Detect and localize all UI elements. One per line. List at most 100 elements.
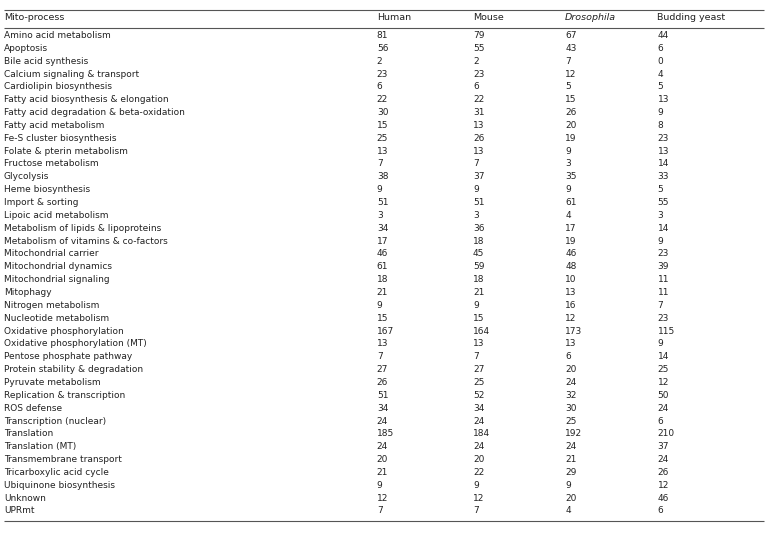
Text: 14: 14 bbox=[657, 352, 669, 361]
Text: 30: 30 bbox=[377, 108, 388, 117]
Text: 3: 3 bbox=[565, 159, 571, 169]
Text: 24: 24 bbox=[377, 417, 388, 425]
Text: 13: 13 bbox=[377, 339, 388, 348]
Text: 34: 34 bbox=[377, 224, 388, 233]
Text: 12: 12 bbox=[657, 378, 669, 387]
Text: Ubiquinone biosynthesis: Ubiquinone biosynthesis bbox=[4, 481, 115, 490]
Text: 6: 6 bbox=[473, 83, 478, 91]
Text: 3: 3 bbox=[377, 211, 382, 220]
Text: 25: 25 bbox=[657, 365, 669, 374]
Text: 13: 13 bbox=[473, 339, 484, 348]
Text: 7: 7 bbox=[377, 352, 382, 361]
Text: 30: 30 bbox=[565, 404, 577, 413]
Text: 9: 9 bbox=[565, 481, 571, 490]
Text: 2: 2 bbox=[377, 57, 382, 66]
Text: 7: 7 bbox=[657, 301, 663, 310]
Text: 36: 36 bbox=[473, 224, 484, 233]
Text: 38: 38 bbox=[377, 172, 388, 181]
Text: 15: 15 bbox=[377, 314, 388, 323]
Text: Glycolysis: Glycolysis bbox=[4, 172, 49, 181]
Text: 3: 3 bbox=[657, 211, 663, 220]
Text: 9: 9 bbox=[473, 481, 478, 490]
Text: 32: 32 bbox=[565, 391, 577, 400]
Text: Human: Human bbox=[377, 13, 411, 22]
Text: 167: 167 bbox=[377, 327, 394, 336]
Text: 34: 34 bbox=[473, 404, 484, 413]
Text: 3: 3 bbox=[473, 211, 478, 220]
Text: 20: 20 bbox=[565, 121, 577, 130]
Text: 6: 6 bbox=[657, 44, 663, 53]
Text: 4: 4 bbox=[657, 69, 663, 79]
Text: 44: 44 bbox=[657, 31, 669, 40]
Text: Drosophila: Drosophila bbox=[565, 13, 616, 22]
Text: Fructose metabolism: Fructose metabolism bbox=[4, 159, 98, 169]
Text: 210: 210 bbox=[657, 429, 674, 439]
Text: 15: 15 bbox=[377, 121, 388, 130]
Text: 29: 29 bbox=[565, 468, 577, 477]
Text: Mitochondrial dynamics: Mitochondrial dynamics bbox=[4, 262, 112, 271]
Text: 25: 25 bbox=[473, 378, 484, 387]
Text: 7: 7 bbox=[473, 159, 478, 169]
Text: 50: 50 bbox=[657, 391, 669, 400]
Text: 164: 164 bbox=[473, 327, 490, 336]
Text: 35: 35 bbox=[565, 172, 577, 181]
Text: Translation: Translation bbox=[4, 429, 53, 439]
Text: 19: 19 bbox=[565, 134, 577, 143]
Text: 21: 21 bbox=[565, 455, 577, 464]
Text: 7: 7 bbox=[377, 159, 382, 169]
Text: 22: 22 bbox=[473, 468, 484, 477]
Text: 12: 12 bbox=[473, 494, 484, 503]
Text: Unknown: Unknown bbox=[4, 494, 45, 503]
Text: 7: 7 bbox=[377, 506, 382, 515]
Text: 4: 4 bbox=[565, 211, 571, 220]
Text: 39: 39 bbox=[657, 262, 669, 271]
Text: 9: 9 bbox=[657, 236, 663, 246]
Text: Lipoic acid metabolism: Lipoic acid metabolism bbox=[4, 211, 108, 220]
Text: 6: 6 bbox=[377, 83, 382, 91]
Text: 5: 5 bbox=[565, 83, 571, 91]
Text: 20: 20 bbox=[473, 455, 484, 464]
Text: 13: 13 bbox=[377, 147, 388, 155]
Text: Tricarboxylic acid cycle: Tricarboxylic acid cycle bbox=[4, 468, 108, 477]
Text: Nitrogen metabolism: Nitrogen metabolism bbox=[4, 301, 99, 310]
Text: 21: 21 bbox=[473, 288, 484, 297]
Text: Calcium signaling & transport: Calcium signaling & transport bbox=[4, 69, 139, 79]
Text: 185: 185 bbox=[377, 429, 394, 439]
Text: Mito-process: Mito-process bbox=[4, 13, 65, 22]
Text: 5: 5 bbox=[657, 83, 663, 91]
Text: 13: 13 bbox=[565, 288, 577, 297]
Text: UPRmt: UPRmt bbox=[4, 506, 35, 515]
Text: Fatty acid biosynthesis & elongation: Fatty acid biosynthesis & elongation bbox=[4, 95, 168, 104]
Text: 18: 18 bbox=[473, 275, 484, 284]
Text: 2: 2 bbox=[473, 57, 478, 66]
Text: Fatty acid metabolism: Fatty acid metabolism bbox=[4, 121, 105, 130]
Text: 45: 45 bbox=[473, 250, 484, 258]
Text: 13: 13 bbox=[473, 121, 484, 130]
Text: 11: 11 bbox=[657, 275, 669, 284]
Text: 9: 9 bbox=[473, 301, 478, 310]
Text: 5: 5 bbox=[657, 185, 663, 194]
Text: 61: 61 bbox=[377, 262, 388, 271]
Text: Protein stability & degradation: Protein stability & degradation bbox=[4, 365, 143, 374]
Text: 25: 25 bbox=[377, 134, 388, 143]
Text: 46: 46 bbox=[657, 494, 669, 503]
Text: 61: 61 bbox=[565, 198, 577, 207]
Text: Mouse: Mouse bbox=[473, 13, 504, 22]
Text: 23: 23 bbox=[657, 314, 669, 323]
Text: Cardiolipin biosynthesis: Cardiolipin biosynthesis bbox=[4, 83, 112, 91]
Text: 37: 37 bbox=[473, 172, 484, 181]
Text: Metabolism of lipids & lipoproteins: Metabolism of lipids & lipoproteins bbox=[4, 224, 161, 233]
Text: 79: 79 bbox=[473, 31, 484, 40]
Text: 34: 34 bbox=[377, 404, 388, 413]
Text: 24: 24 bbox=[473, 442, 484, 451]
Text: 17: 17 bbox=[377, 236, 388, 246]
Text: Import & sorting: Import & sorting bbox=[4, 198, 78, 207]
Text: 115: 115 bbox=[657, 327, 674, 336]
Text: Metabolism of vitamins & co-factors: Metabolism of vitamins & co-factors bbox=[4, 236, 168, 246]
Text: 13: 13 bbox=[565, 339, 577, 348]
Text: 20: 20 bbox=[377, 455, 388, 464]
Text: 51: 51 bbox=[377, 198, 388, 207]
Text: 48: 48 bbox=[565, 262, 577, 271]
Text: 7: 7 bbox=[473, 506, 478, 515]
Text: Replication & transcription: Replication & transcription bbox=[4, 391, 125, 400]
